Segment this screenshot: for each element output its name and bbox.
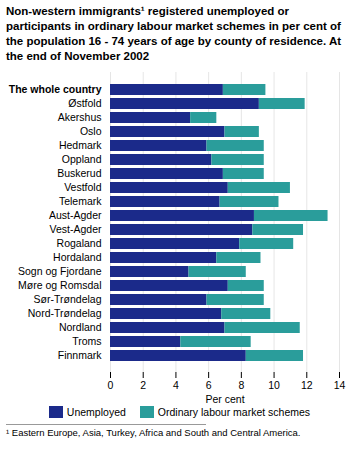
- svg-text:Nordland: Nordland: [59, 321, 102, 333]
- svg-text:Oppland: Oppland: [62, 153, 102, 165]
- html-text:¹ Eastern Europe, Asia, Turkey: ¹ Eastern Europe, Asia, Turkey, Africa a…: [6, 426, 301, 438]
- svg-text:2: 2: [140, 379, 146, 391]
- svg-text:Oslo: Oslo: [80, 125, 102, 137]
- svg-text:8: 8: [238, 379, 244, 391]
- html-text:Non-western immigrants¹ regist: Non-western immigrants¹ registered unemp…: [6, 5, 342, 62]
- svg-text:Rogaland: Rogaland: [57, 237, 102, 249]
- svg-text:Møre og Romsdal: Møre og Romsdal: [18, 279, 101, 291]
- svg-text:Troms: Troms: [72, 335, 101, 347]
- svg-text:Akershus: Akershus: [58, 111, 102, 123]
- svg-text:12: 12: [301, 379, 313, 391]
- svg-text:Per cent: Per cent: [205, 392, 244, 404]
- svg-text:Sør-Trøndelag: Sør-Trøndelag: [34, 293, 102, 305]
- svg-text:4: 4: [173, 379, 179, 391]
- svg-text:Vestfold: Vestfold: [64, 181, 102, 193]
- html-text:Ordinary labour market schemes: Ordinary labour market schemes: [157, 405, 311, 418]
- svg-text:Hordaland: Hordaland: [53, 251, 102, 263]
- svg-text:10: 10: [268, 379, 280, 391]
- svg-text:14: 14: [334, 379, 346, 391]
- svg-text:6: 6: [206, 379, 212, 391]
- svg-text:Finnmark: Finnmark: [58, 349, 103, 361]
- svg-text:Sogn og Fjordane: Sogn og Fjordane: [18, 265, 102, 277]
- svg-text:Telemark: Telemark: [59, 195, 102, 207]
- svg-text:Aust-Agder: Aust-Agder: [49, 209, 102, 221]
- svg-text:Hedmark: Hedmark: [59, 139, 102, 151]
- html-text:Unemployed: Unemployed: [66, 405, 126, 418]
- svg-text:0: 0: [108, 379, 114, 391]
- svg-text:Østfold: Østfold: [68, 97, 101, 109]
- svg-text:The whole country: The whole country: [9, 83, 102, 95]
- svg-text:Nord-Trøndelag: Nord-Trøndelag: [28, 307, 102, 319]
- svg-text:Vest-Agder: Vest-Agder: [50, 223, 102, 235]
- svg-text:Buskerud: Buskerud: [57, 167, 102, 179]
